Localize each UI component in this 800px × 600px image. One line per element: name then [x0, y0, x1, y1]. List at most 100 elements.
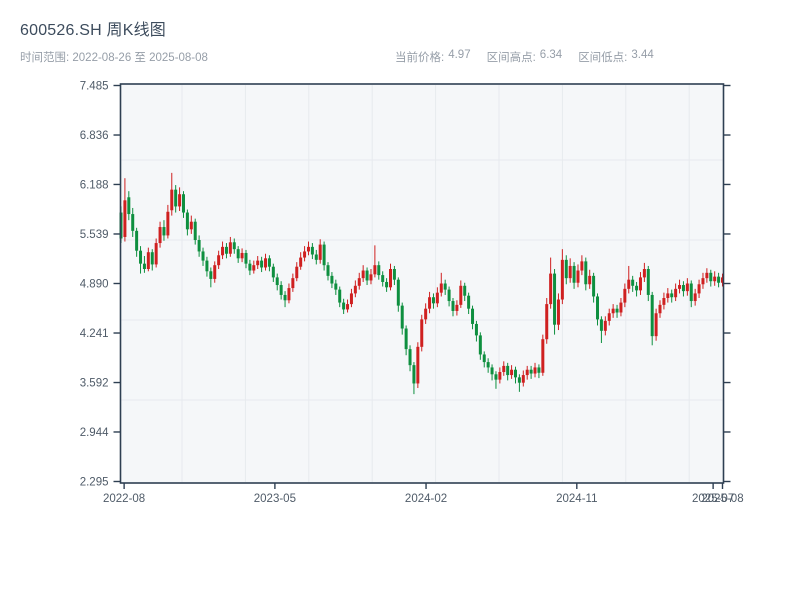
tick-layer	[113, 84, 731, 489]
candle	[474, 320, 478, 342]
candle	[650, 291, 654, 346]
candle	[576, 264, 580, 288]
candle	[642, 262, 646, 282]
price-stats: 当前价格: 4.97 区间高点: 6.34 区间低点: 3.44	[395, 49, 654, 65]
candle	[635, 281, 639, 297]
candle	[709, 269, 713, 287]
current-price-label: 当前价格:	[395, 52, 445, 64]
candle	[439, 272, 443, 297]
candle	[131, 207, 135, 237]
candle	[381, 271, 385, 287]
candle	[599, 316, 603, 344]
candle	[404, 325, 408, 356]
y-tick-label: 4.241	[80, 328, 109, 340]
candle	[314, 249, 318, 265]
candle	[463, 282, 467, 302]
candle	[654, 308, 658, 341]
tick-label-layer: 7.485 6.836 6.188 5.539 4.890 4.241 3.592 2.944…	[80, 81, 744, 506]
range-low-value: 3.44	[631, 49, 654, 61]
x-tick-label: 2023-05	[254, 493, 296, 505]
candle	[510, 365, 514, 379]
candle	[135, 227, 139, 257]
candle	[584, 257, 588, 291]
candle	[174, 185, 178, 213]
candle	[189, 215, 193, 234]
candle	[412, 362, 416, 395]
candle	[236, 246, 240, 263]
candle	[322, 241, 326, 271]
candle	[428, 291, 432, 314]
candle	[525, 365, 529, 380]
candle	[181, 191, 185, 218]
candle	[369, 269, 373, 285]
y-tick-label: 6.188	[80, 179, 109, 191]
candle	[228, 236, 232, 257]
candle	[467, 292, 471, 315]
candle	[506, 362, 510, 381]
candle	[389, 263, 393, 291]
candle	[521, 370, 525, 387]
candle	[541, 334, 545, 376]
current-price-value: 4.97	[448, 49, 471, 61]
candle	[295, 262, 299, 282]
candle	[623, 283, 627, 308]
candle	[486, 358, 490, 373]
candle	[572, 262, 576, 289]
candle	[596, 293, 600, 326]
candle	[310, 243, 314, 260]
x-tick-label: 2022-08	[103, 493, 145, 505]
candle	[619, 297, 623, 317]
candle	[490, 364, 494, 381]
candle	[689, 280, 693, 308]
candle	[279, 281, 283, 300]
candle	[260, 256, 264, 273]
candle	[326, 262, 330, 281]
candle	[638, 272, 642, 295]
candle	[166, 204, 170, 239]
candle	[658, 300, 662, 318]
x-tick-label: 2024-11	[556, 493, 597, 505]
candle	[353, 280, 357, 298]
candle	[678, 279, 682, 294]
candle	[615, 304, 619, 318]
candle	[611, 304, 615, 318]
y-tick-label: 2.295	[80, 477, 109, 489]
candle	[631, 275, 635, 292]
candle	[556, 293, 560, 331]
candle	[158, 221, 162, 248]
candle	[701, 272, 705, 289]
candle	[224, 243, 228, 259]
candle	[299, 252, 303, 270]
candle	[478, 332, 482, 360]
candle	[197, 235, 201, 257]
range-high-stat: 区间高点: 6.34	[487, 49, 563, 65]
candle	[221, 241, 225, 260]
time-range-label: 时间范围: 2022-08-26 至 2025-08-08	[20, 52, 208, 64]
candle	[213, 261, 217, 283]
kline-chart: 7.485 6.836 6.188 5.539 4.890 4.241 3.592 2.944…	[80, 81, 744, 506]
candle	[275, 273, 279, 291]
candle	[334, 279, 338, 295]
candle	[201, 247, 205, 266]
candle	[545, 297, 549, 344]
candle	[385, 278, 389, 292]
y-tick-label: 4.890	[80, 279, 109, 291]
candle	[670, 289, 674, 303]
candle	[455, 300, 459, 316]
x-tick-label: 2025-08	[701, 493, 743, 505]
candle	[267, 255, 271, 272]
candle	[502, 361, 506, 376]
page-title: 600526.SH 周K线图	[20, 22, 166, 39]
range-low-label: 区间低点:	[578, 52, 628, 64]
candle	[435, 287, 439, 308]
candle	[420, 314, 424, 352]
candle	[431, 293, 435, 309]
candle	[346, 299, 350, 313]
candle	[306, 241, 310, 256]
header-info-row: 时间范围: 2022-08-26 至 2025-08-08 当前价格: 4.97…	[20, 49, 780, 65]
candle	[685, 278, 689, 296]
range-high-value: 6.34	[539, 49, 563, 61]
candle	[529, 365, 533, 379]
candle	[361, 265, 365, 282]
candle	[424, 303, 428, 324]
